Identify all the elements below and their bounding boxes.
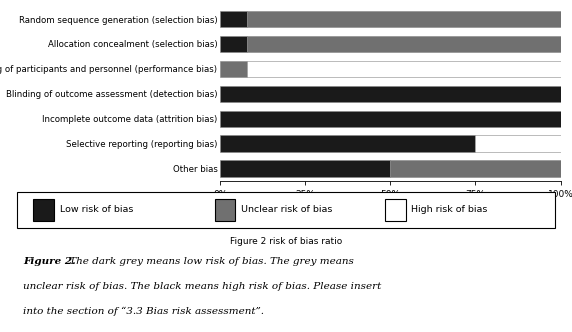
- Bar: [248, 61, 561, 77]
- Bar: [33, 199, 54, 221]
- Bar: [475, 135, 561, 152]
- Bar: [214, 199, 236, 221]
- Bar: [248, 11, 561, 27]
- Bar: [220, 36, 248, 52]
- Bar: [390, 160, 561, 177]
- Text: High risk of bias: High risk of bias: [411, 206, 487, 214]
- Bar: [220, 61, 248, 77]
- Bar: [220, 160, 390, 177]
- Bar: [248, 36, 561, 52]
- Text: unclear risk of bias. The black means high risk of bias. Please insert: unclear risk of bias. The black means hi…: [23, 282, 381, 291]
- Text: The dark grey means low risk of bias. The grey means: The dark grey means low risk of bias. Th…: [66, 257, 353, 266]
- Bar: [385, 199, 406, 221]
- Bar: [220, 135, 475, 152]
- Text: into the section of “3.3 Bias risk assessment”.: into the section of “3.3 Bias risk asses…: [23, 307, 264, 316]
- Bar: [220, 11, 248, 27]
- Text: Unclear risk of bias: Unclear risk of bias: [241, 206, 332, 214]
- Text: Low risk of bias: Low risk of bias: [59, 206, 133, 214]
- Text: Figure 2 risk of bias ratio: Figure 2 risk of bias ratio: [230, 237, 342, 246]
- Text: Figure 2.: Figure 2.: [23, 257, 76, 266]
- Bar: [220, 86, 561, 102]
- Bar: [220, 111, 561, 127]
